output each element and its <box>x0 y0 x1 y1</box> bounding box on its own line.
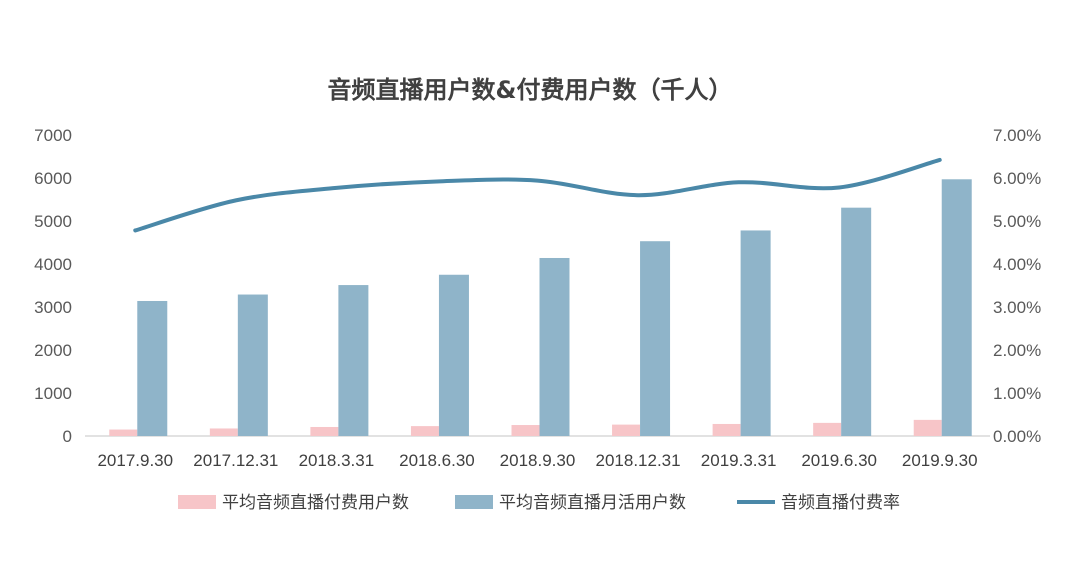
pay-rate-line <box>133 157 942 233</box>
mau-bar <box>137 300 168 436</box>
mau-bar <box>841 207 872 436</box>
x-tick-label: 2018.9.30 <box>500 451 576 470</box>
x-tick-label: 2018.6.30 <box>399 451 475 470</box>
left-tick-label: 7000 <box>34 126 72 145</box>
x-axis-labels: 2017.9.30 2017.12.31 2018.3.31 2018.6.30 201… <box>97 451 977 470</box>
paid-users-bar <box>310 426 339 436</box>
mau-bar <box>640 241 671 436</box>
right-tick-label: 3.00% <box>993 298 1041 317</box>
legend-label: 平均音频直播付费用户数 <box>222 493 409 513</box>
line-series <box>133 157 942 233</box>
left-tick-label: 1000 <box>34 384 72 403</box>
left-tick-label: 2000 <box>34 341 72 360</box>
paid-users-bar <box>712 423 741 436</box>
x-tick-label: 2019.9.30 <box>902 451 978 470</box>
paid-users-bar <box>109 429 138 436</box>
x-tick-label: 2018.12.31 <box>596 451 681 470</box>
mau-bar <box>338 285 369 436</box>
chart-title: 音频直播用户数&付费用户数（千人） <box>328 76 733 104</box>
x-tick-label: 2019.3.31 <box>701 451 777 470</box>
right-tick-label: 6.00% <box>993 169 1041 188</box>
x-tick-label: 2017.9.30 <box>97 451 173 470</box>
paid-users-bar <box>612 424 641 436</box>
right-tick-label: 1.00% <box>993 384 1041 403</box>
right-tick-label: 7.00% <box>993 126 1041 145</box>
mau-bar <box>237 294 268 436</box>
mau-bar <box>740 230 771 436</box>
paid-users-bar <box>410 426 439 436</box>
paid-users-bar <box>813 422 842 436</box>
paid-users-bar <box>511 425 540 436</box>
left-tick-label: 3000 <box>34 298 72 317</box>
legend-swatch <box>178 495 216 509</box>
left-tick-label: 4000 <box>34 255 72 274</box>
right-tick-label: 5.00% <box>993 212 1041 231</box>
mau-bar <box>941 179 972 437</box>
left-axis: 0 1000 2000 3000 4000 5000 6000 7000 <box>34 126 72 446</box>
mau-bar <box>438 274 469 436</box>
right-axis: 0.00% 1.00% 2.00% 3.00% 4.00% 5.00% 6.00% 7.00% <box>993 126 1041 446</box>
bars <box>109 179 972 437</box>
paid-users-bar <box>913 419 942 436</box>
legend-label: 音频直播付费率 <box>781 493 900 513</box>
left-tick-label: 0 <box>63 427 72 446</box>
legend-swatch <box>455 495 493 509</box>
right-tick-label: 0.00% <box>993 427 1041 446</box>
x-tick-label: 2019.6.30 <box>801 451 877 470</box>
right-tick-label: 4.00% <box>993 255 1041 274</box>
right-tick-label: 2.00% <box>993 341 1041 360</box>
paid-users-bar <box>209 428 238 436</box>
legend: 平均音频直播付费用户数 平均音频直播月活用户数 音频直播付费率 <box>178 493 900 513</box>
mau-bar <box>539 257 570 436</box>
left-tick-label: 5000 <box>34 212 72 231</box>
x-tick-label: 2017.12.31 <box>193 451 278 470</box>
left-tick-label: 6000 <box>34 169 72 188</box>
x-tick-label: 2018.3.31 <box>299 451 375 470</box>
legend-label: 平均音频直播月活用户数 <box>499 493 686 513</box>
